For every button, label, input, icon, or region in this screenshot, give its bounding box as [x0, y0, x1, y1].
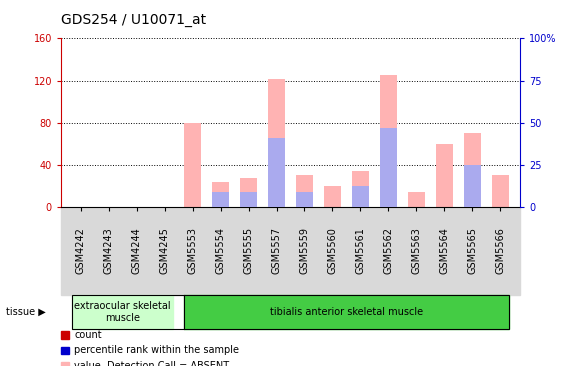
Text: percentile rank within the sample: percentile rank within the sample	[74, 345, 239, 355]
Bar	[296, 192, 313, 207]
Text: GSM4245: GSM4245	[160, 227, 170, 274]
Bar	[296, 175, 313, 207]
Bar	[380, 75, 397, 207]
Bar	[212, 192, 229, 207]
Bar	[464, 165, 481, 207]
Text: GSM5565: GSM5565	[468, 227, 478, 274]
Bar	[436, 143, 453, 207]
Text: GDS254 / U10071_at: GDS254 / U10071_at	[61, 13, 206, 27]
Text: GSM5557: GSM5557	[271, 227, 282, 274]
Bar	[240, 178, 257, 207]
Text: GSM5561: GSM5561	[356, 227, 365, 274]
Text: tibialis anterior skeletal muscle: tibialis anterior skeletal muscle	[270, 307, 423, 317]
Text: GSM5564: GSM5564	[439, 227, 450, 274]
Bar	[352, 171, 369, 207]
Text: GSM5554: GSM5554	[216, 227, 225, 274]
Text: count: count	[74, 330, 102, 340]
Bar	[380, 128, 397, 207]
Bar	[184, 123, 201, 207]
Text: GSM4244: GSM4244	[131, 227, 142, 274]
Bar	[268, 79, 285, 207]
Bar	[212, 182, 229, 207]
Text: GSM5566: GSM5566	[496, 227, 505, 274]
Text: extraocular skeletal
muscle: extraocular skeletal muscle	[74, 301, 171, 323]
Bar	[324, 186, 341, 207]
Bar	[240, 192, 257, 207]
Text: tissue ▶: tissue ▶	[6, 307, 45, 317]
Text: GSM4243: GSM4243	[103, 227, 113, 274]
Text: GSM5562: GSM5562	[383, 227, 393, 274]
Bar	[268, 138, 285, 207]
Text: GSM5563: GSM5563	[411, 227, 421, 274]
Text: GSM4242: GSM4242	[76, 227, 85, 274]
Text: GSM5553: GSM5553	[188, 227, 198, 274]
Bar	[352, 186, 369, 207]
Bar	[492, 175, 509, 207]
Bar	[408, 192, 425, 207]
Text: GSM5555: GSM5555	[243, 227, 253, 274]
Text: value, Detection Call = ABSENT: value, Detection Call = ABSENT	[74, 361, 229, 366]
Bar	[464, 133, 481, 207]
Text: GSM5560: GSM5560	[328, 227, 338, 274]
Text: GSM5559: GSM5559	[299, 227, 310, 274]
